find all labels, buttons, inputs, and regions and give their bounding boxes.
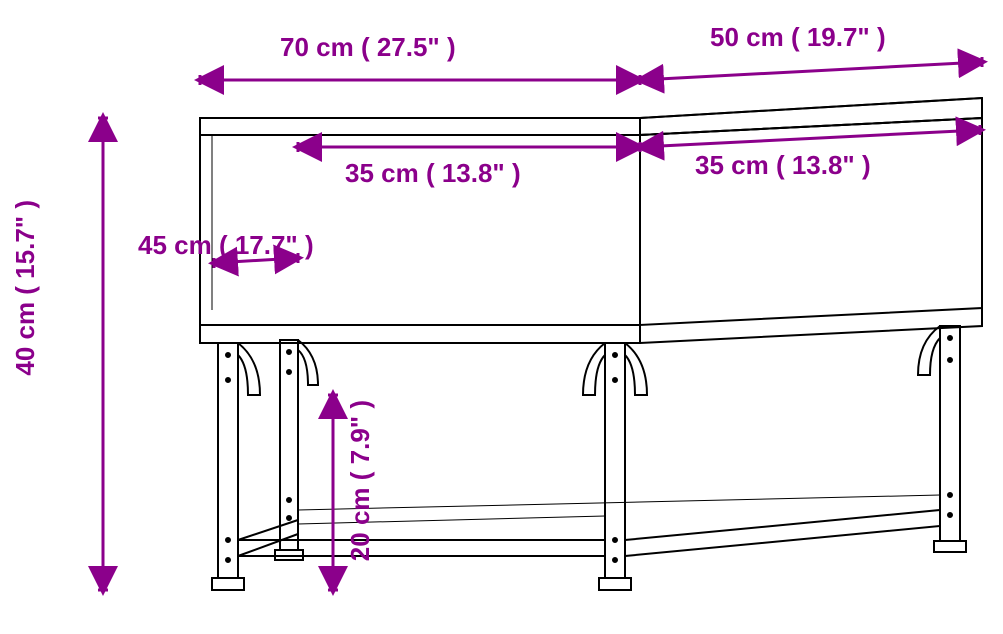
- dim-height-40: 40 cm ( 15.7" ): [10, 200, 41, 376]
- dim-half-35-left: 35 cm ( 13.8" ): [345, 158, 521, 189]
- dim-inner-45: 45 cm ( 17.7" ): [138, 230, 314, 261]
- dim-half-35-right: 35 cm ( 13.8" ): [695, 150, 871, 181]
- dim-leg-20: 20 cm ( 7.9" ): [345, 400, 376, 561]
- dim-width-70: 70 cm ( 27.5" ): [280, 32, 456, 63]
- dim-depth-50: 50 cm ( 19.7" ): [710, 22, 886, 53]
